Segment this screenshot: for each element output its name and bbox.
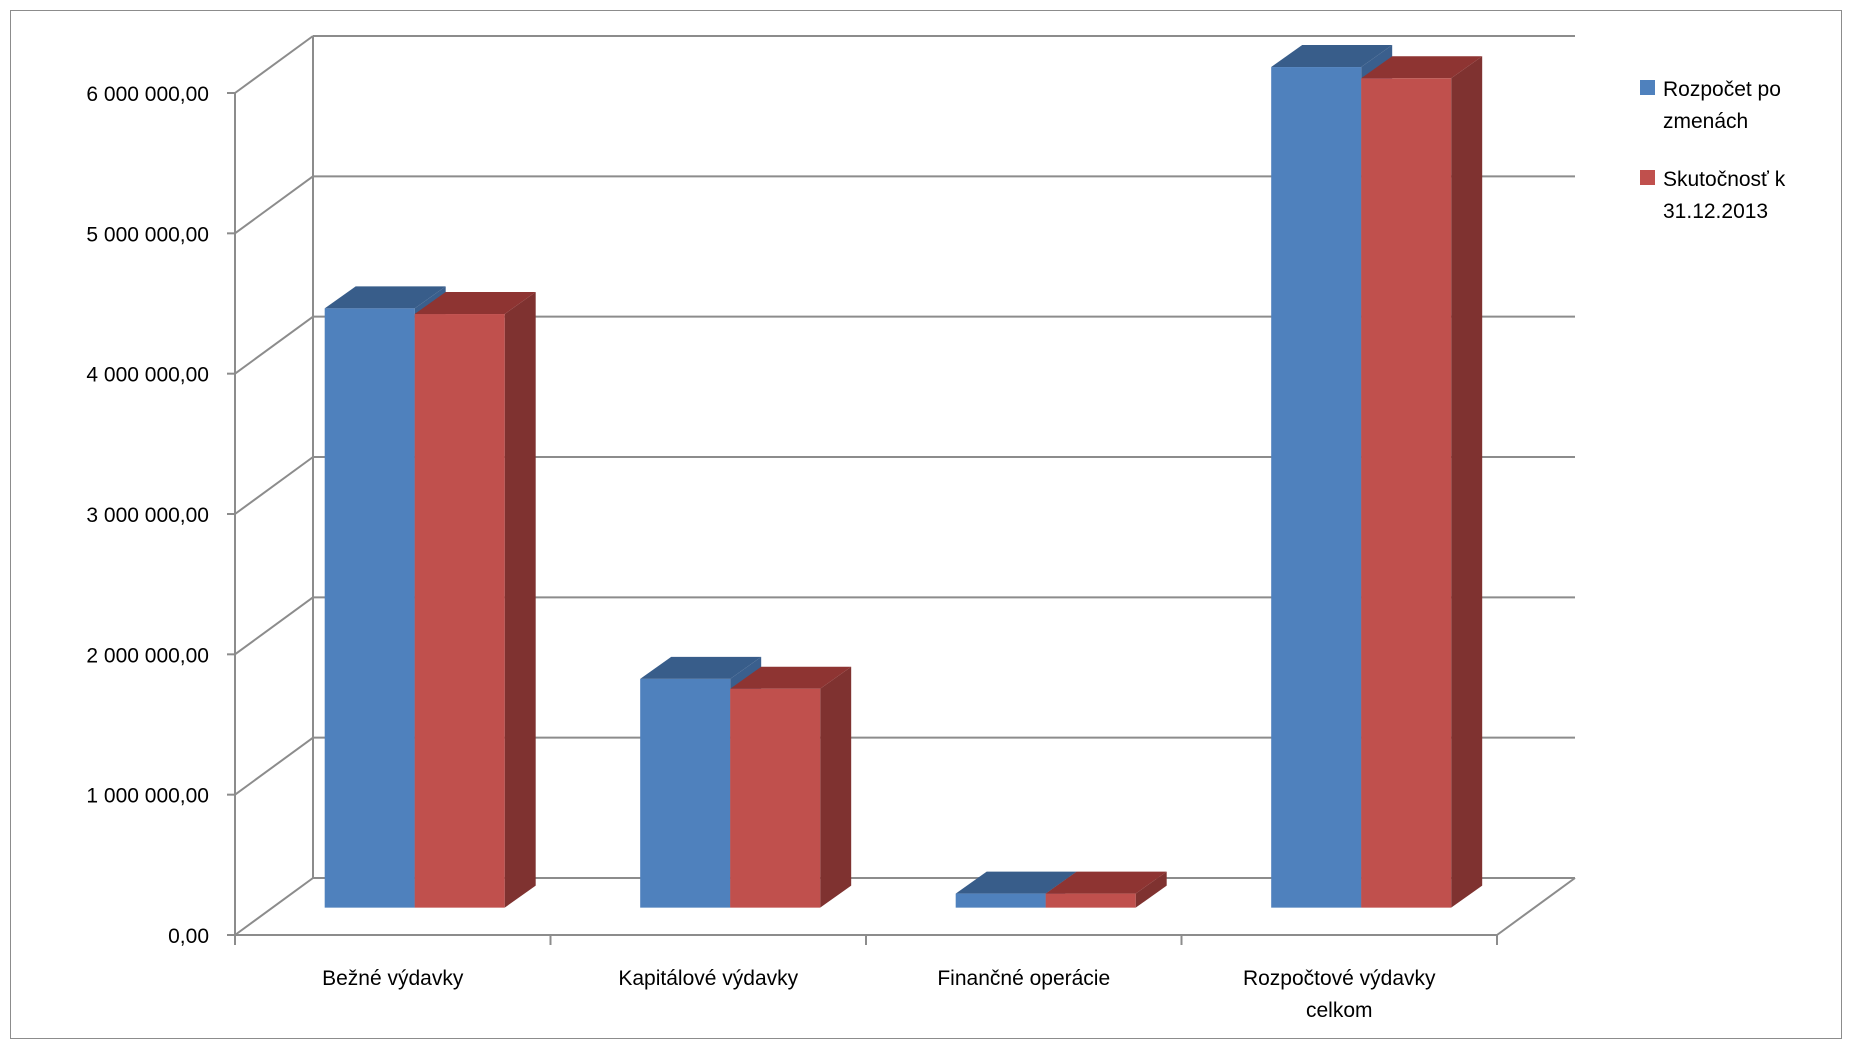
y-tick-label: 3 000 000,00 bbox=[86, 504, 209, 527]
y-tick-label: 5 000 000,00 bbox=[86, 223, 209, 246]
bar-front bbox=[640, 678, 731, 908]
y-tick-label: 4 000 000,00 bbox=[86, 364, 209, 387]
legend-swatch bbox=[1640, 80, 1655, 95]
y-tick-label: 6 000 000,00 bbox=[86, 83, 209, 106]
y-tick-label: 0,00 bbox=[168, 925, 209, 948]
x-tick-label-line: Finančné operácie bbox=[937, 967, 1110, 990]
bar-top bbox=[1271, 45, 1393, 68]
bar-front bbox=[1045, 893, 1136, 908]
bar-front bbox=[1361, 78, 1452, 908]
x-category-labels: Bežné výdavky Kapitálové výdavky Finančné … bbox=[322, 967, 1436, 1022]
bar-top bbox=[414, 292, 536, 315]
x-tick-label-line: Bežné výdavky bbox=[322, 967, 464, 990]
x-tick-label: Kapitálové výdavky bbox=[618, 967, 798, 990]
legend-label-line: Rozpočet po bbox=[1663, 78, 1781, 101]
y-tick-label: 1 000 000,00 bbox=[86, 785, 209, 808]
legend: Rozpočet po zmenách Skutočnosť k 31.12.2013 bbox=[1640, 78, 1786, 223]
bar bbox=[730, 666, 852, 908]
bar-top bbox=[1361, 56, 1483, 79]
x-tick-label: Bežné výdavky bbox=[322, 967, 464, 990]
bar-side bbox=[820, 666, 852, 908]
legend-label-line: 31.12.2013 bbox=[1663, 200, 1768, 223]
bars bbox=[324, 45, 1483, 908]
y-tick-labels: 0,00 1 000 000,00 2 000 000,00 3 000 000,00… bbox=[86, 83, 209, 948]
bar-top bbox=[324, 286, 446, 309]
x-tick-label-line: celkom bbox=[1306, 999, 1373, 1022]
legend-label-line: zmenách bbox=[1663, 110, 1748, 133]
y-tick-label: 2 000 000,00 bbox=[86, 644, 209, 667]
gridline-diagonal bbox=[234, 175, 314, 235]
x-tick-label-line: Rozpočtové výdavky bbox=[1243, 967, 1436, 990]
gridline-diagonal bbox=[234, 736, 314, 796]
legend-label-line: Skutočnosť k bbox=[1663, 168, 1786, 191]
bar-front bbox=[1271, 67, 1362, 908]
axes bbox=[227, 92, 1498, 945]
x-tick-label-line: Kapitálové výdavky bbox=[618, 967, 798, 990]
bar-front bbox=[414, 314, 505, 908]
bar-front bbox=[730, 688, 821, 908]
bar-side bbox=[504, 292, 536, 908]
gridline-diagonal bbox=[234, 596, 314, 656]
legend-label: Rozpočet po zmenách bbox=[1663, 78, 1781, 133]
bar-top bbox=[955, 871, 1077, 894]
gridline-diagonal bbox=[234, 456, 314, 515]
bar-top bbox=[640, 656, 762, 679]
legend-swatch bbox=[1640, 170, 1655, 185]
bar-front bbox=[955, 893, 1046, 908]
gridline-diagonal bbox=[234, 315, 314, 375]
bar-front bbox=[324, 308, 415, 908]
bar-top bbox=[1045, 871, 1167, 894]
gridline-diagonal bbox=[234, 35, 314, 94]
bar-top bbox=[730, 666, 852, 689]
legend-label: Skutočnosť k 31.12.2013 bbox=[1663, 168, 1786, 223]
bar-side bbox=[1135, 871, 1167, 908]
chart-frame bbox=[10, 10, 1842, 1039]
bar bbox=[414, 292, 536, 908]
x-tick-label: Finančné operácie bbox=[937, 967, 1110, 990]
bar bbox=[1361, 56, 1483, 908]
bar bbox=[1045, 871, 1167, 908]
floor-edges bbox=[234, 877, 1576, 936]
x-tick-label: Rozpočtové výdavky celkom bbox=[1243, 967, 1436, 1022]
bar-side bbox=[1451, 56, 1483, 908]
